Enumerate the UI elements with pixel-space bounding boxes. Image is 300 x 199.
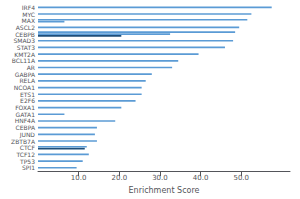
- svg-text:50.0: 50.0: [233, 174, 249, 182]
- svg-text:HNF4A: HNF4A: [14, 117, 35, 125]
- svg-text:CTCF: CTCF: [19, 144, 35, 152]
- svg-text:ZBTB7A: ZBTB7A: [11, 137, 35, 145]
- svg-text:JUND: JUND: [19, 130, 35, 138]
- svg-text:CEBPA: CEBPA: [15, 124, 35, 132]
- svg-text:CEBPB: CEBPB: [15, 30, 35, 38]
- svg-text:RELA: RELA: [19, 77, 35, 85]
- svg-text:SMAD3: SMAD3: [13, 37, 35, 45]
- svg-text:GABPA: GABPA: [14, 70, 35, 78]
- svg-text:BCL11A: BCL11A: [11, 57, 35, 65]
- svg-text:40.0: 40.0: [193, 174, 209, 182]
- svg-text:GATA1: GATA1: [15, 110, 35, 118]
- svg-text:10.0: 10.0: [71, 174, 87, 182]
- svg-text:TP53: TP53: [20, 157, 35, 165]
- svg-text:AR: AR: [26, 64, 35, 71]
- svg-text:IRF4: IRF4: [21, 3, 35, 11]
- svg-text:MYC: MYC: [22, 10, 35, 18]
- svg-text:ETS1: ETS1: [19, 90, 35, 98]
- svg-text:TCF12: TCF12: [16, 150, 35, 158]
- svg-text:ASCL2: ASCL2: [15, 23, 35, 31]
- svg-text:Enrichment Score: Enrichment Score: [129, 186, 200, 195]
- svg-text:KMT2A: KMT2A: [14, 50, 35, 58]
- svg-text:NCOA1: NCOA1: [13, 84, 35, 92]
- svg-text:MAX: MAX: [21, 17, 35, 25]
- svg-text:SPI1: SPI1: [22, 164, 35, 171]
- svg-text:20.0: 20.0: [111, 174, 127, 182]
- svg-text:STAT3: STAT3: [16, 43, 35, 51]
- svg-text:E2F6: E2F6: [20, 97, 35, 105]
- svg-text:30.0: 30.0: [152, 174, 168, 182]
- svg-text:FOXA1: FOXA1: [15, 104, 35, 112]
